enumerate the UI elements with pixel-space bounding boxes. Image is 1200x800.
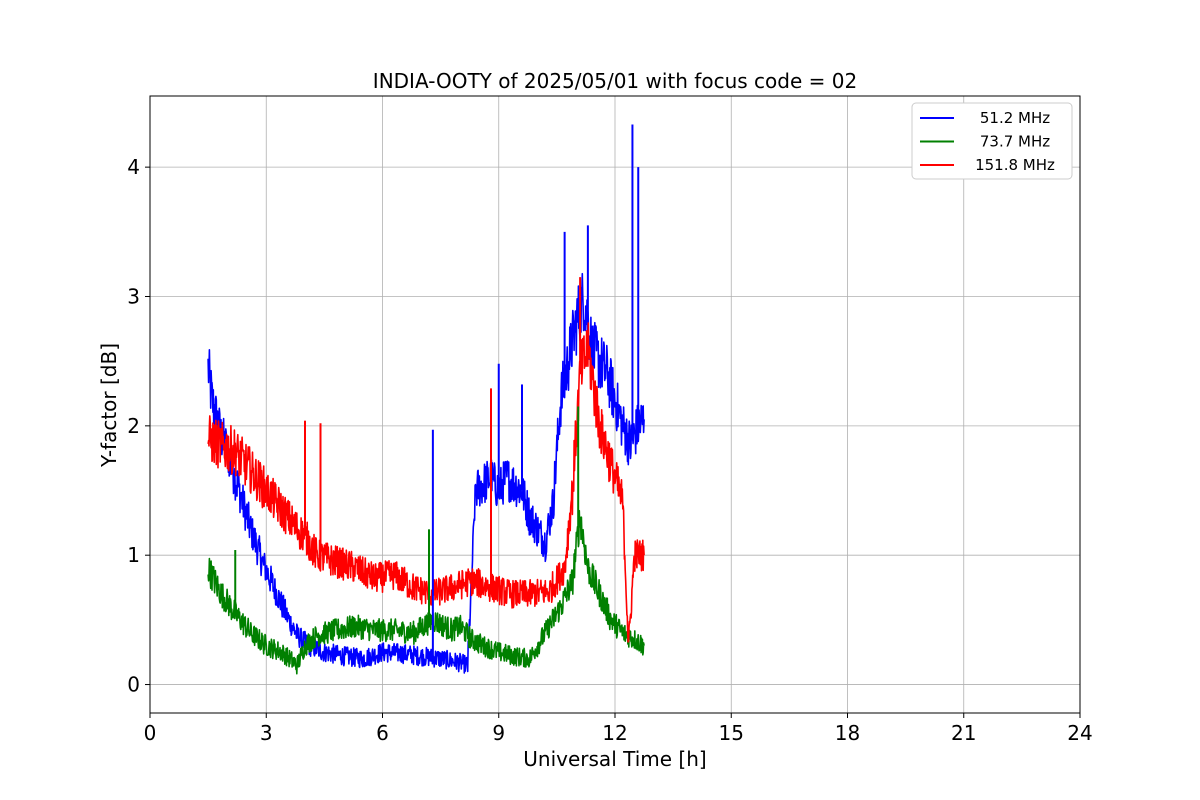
series-151-8-mhz	[207, 321, 645, 643]
series-51-2-mhz	[207, 272, 645, 674]
legend: 51.2 MHz 73.7 MHz 151.8 MHz	[911, 102, 1073, 180]
y-tick-label: 1	[127, 543, 140, 567]
y-tick-label: 0	[127, 673, 140, 697]
legend-label: 73.7 MHz	[980, 133, 1050, 151]
x-tick-label: 18	[835, 721, 860, 745]
x-tick-label: 0	[144, 721, 157, 745]
x-tick-label: 21	[951, 721, 976, 745]
series-layer	[207, 124, 645, 675]
series-73-7-mhz	[207, 509, 645, 675]
y-tick-label: 2	[127, 414, 140, 438]
series-line	[207, 321, 645, 643]
chart-title: INDIA-OOTY of 2025/05/01 with focus code…	[373, 69, 857, 93]
x-tick-label: 24	[1067, 721, 1092, 745]
x-tick-label: 6	[376, 721, 389, 745]
legend-box	[911, 102, 1073, 180]
series-line	[207, 272, 645, 674]
x-tick-label: 9	[492, 721, 505, 745]
y-axis: 0 1 2 3 4	[127, 155, 150, 697]
y-axis-title: Y-factor [dB]	[97, 343, 121, 468]
y-tick-label: 3	[127, 284, 140, 308]
legend-label: 51.2 MHz	[980, 109, 1050, 127]
series-line	[207, 509, 645, 675]
x-tick-label: 15	[719, 721, 744, 745]
x-tick-label: 12	[602, 721, 627, 745]
y-tick-label: 4	[127, 155, 140, 179]
x-tick-label: 3	[260, 721, 273, 745]
x-axis-title: Universal Time [h]	[523, 747, 706, 771]
x-axis: 0 3 6 9 12 15 18 21 24	[144, 713, 1093, 745]
legend-label: 151.8 MHz	[975, 156, 1055, 174]
